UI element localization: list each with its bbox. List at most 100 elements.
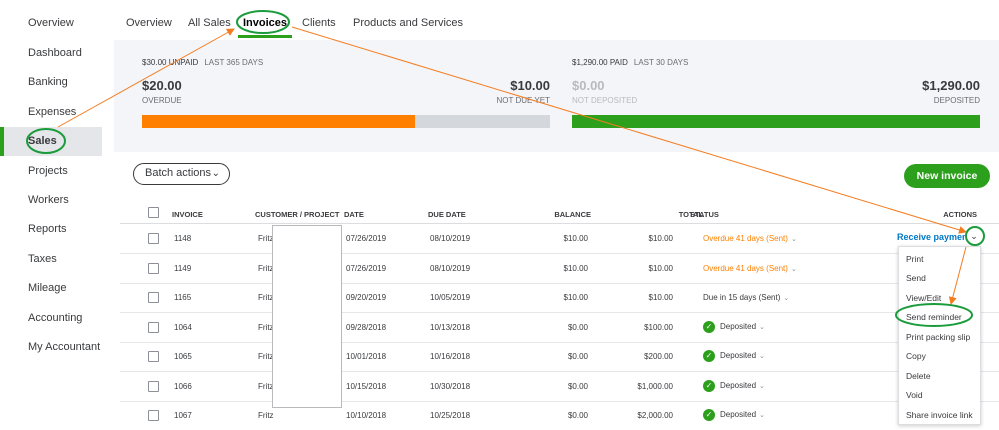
sidebar-item-accounting[interactable]: Accounting [28, 312, 83, 324]
row-checkbox[interactable] [148, 321, 159, 333]
invoice-number[interactable]: 1065 [174, 352, 192, 361]
not-due-value[interactable]: $10.00 [510, 78, 550, 93]
select-all-checkbox[interactable] [148, 207, 159, 218]
overdue-value[interactable]: $20.00 [142, 78, 182, 93]
sidebar-item-overview[interactable]: Overview [28, 17, 74, 29]
table-row[interactable]: 1064 Fritz 09/28/2018 10/13/2018 $0.00 $100.0… [120, 314, 999, 343]
table-row[interactable]: 1149 Fritz 07/26/2019 08/10/2019 $10.00 $10.0… [120, 255, 999, 284]
tab-clients[interactable]: Clients [302, 17, 336, 29]
not-due-bar[interactable] [415, 115, 550, 128]
status-cell[interactable]: ✓ Deposited ⌄ [703, 320, 765, 333]
menu-item-copy[interactable]: Copy [906, 351, 926, 361]
status-text: Deposited [720, 321, 757, 331]
overdue-bar[interactable] [142, 115, 415, 128]
unpaid-heading: $30.00 UNPAID LAST 365 DAYS [142, 58, 263, 67]
unpaid-period: LAST 365 DAYS [204, 58, 264, 67]
header-invoice[interactable]: INVOICE [172, 210, 203, 219]
batch-actions-button[interactable]: Batch actions ⌄ [133, 163, 230, 185]
row-checkbox[interactable] [148, 380, 159, 392]
total: $1,000.00 [637, 381, 673, 391]
menu-item-send[interactable]: Send [906, 273, 926, 283]
menu-item-send-reminder[interactable]: Send reminder [906, 312, 962, 322]
row-checkbox[interactable] [148, 410, 159, 421]
chevron-down-icon[interactable]: ⌄ [759, 323, 765, 331]
status-cell[interactable]: ✓ Deposited ⌄ [703, 350, 765, 362]
paid-heading: $1,290.00 PAID LAST 30 DAYS [572, 58, 688, 67]
balance: $0.00 [567, 352, 588, 361]
total: $10.00 [648, 293, 673, 302]
sidebar-item-mileage[interactable]: Mileage [28, 282, 67, 294]
chevron-down-icon[interactable]: ⌄ [759, 353, 765, 361]
menu-item-void[interactable]: Void [906, 390, 923, 400]
paid-amount: $1,290.00 PAID [572, 58, 628, 67]
row-checkbox[interactable] [148, 351, 159, 362]
new-invoice-button[interactable]: New invoice [904, 164, 990, 188]
sidebar-item-banking[interactable]: Banking [28, 76, 68, 88]
tab-products-and-services[interactable]: Products and Services [353, 17, 464, 29]
tab-invoices[interactable]: Invoices [238, 0, 292, 38]
row-checkbox[interactable] [148, 262, 159, 274]
status-cell[interactable]: ✓ Deposited ⌄ [703, 409, 765, 421]
receive-payment-link[interactable]: Receive paymen [897, 232, 968, 242]
not-deposited-value[interactable]: $0.00 [572, 78, 605, 93]
invoice-number[interactable]: 1149 [174, 263, 192, 273]
tab-overview[interactable]: Overview [126, 17, 172, 29]
status-cell[interactable]: Overdue 41 days (Sent) ⌄ [703, 264, 797, 273]
menu-item-share-invoice-link[interactable]: Share invoice link [906, 410, 973, 420]
sidebar-item-sales[interactable]: Sales [0, 127, 102, 156]
table-row[interactable]: 1066 Fritz 10/15/2018 10/30/2018 $0.00 $1,000… [120, 373, 999, 402]
invoice-number[interactable]: 1067 [174, 411, 192, 420]
table-row[interactable]: 1067 Fritz 10/10/2018 10/25/2018 $0.00 $2,000… [120, 402, 999, 430]
chevron-down-icon[interactable]: ⌄ [970, 231, 978, 241]
table-row[interactable]: 1165 Fritz 09/20/2019 10/05/2019 $10.00 $10.0… [120, 284, 999, 313]
sidebar-item-reports[interactable]: Reports [28, 223, 67, 235]
invoice-date: 09/20/2019 [346, 293, 387, 302]
invoice-number[interactable]: 1064 [174, 322, 192, 332]
deposited-bar[interactable] [572, 115, 980, 128]
invoice-number[interactable]: 1165 [174, 293, 192, 302]
due-date: 10/30/2018 [430, 381, 471, 391]
status-text: Deposited [720, 410, 757, 420]
balance: $0.00 [567, 381, 588, 391]
header-balance[interactable]: BALANCE [554, 210, 591, 219]
menu-item-print[interactable]: Print [906, 254, 924, 264]
sidebar-item-expenses[interactable]: Expenses [28, 106, 77, 118]
check-circle-icon: ✓ [703, 379, 715, 392]
menu-item-print-packing-slip[interactable]: Print packing slip [906, 332, 971, 342]
status-cell[interactable]: Overdue 41 days (Sent) ⌄ [703, 234, 797, 243]
menu-item-delete[interactable]: Delete [906, 371, 931, 381]
row-checkbox[interactable] [148, 292, 159, 303]
header-date[interactable]: DATE [344, 210, 364, 219]
tab-all-sales[interactable]: All Sales [188, 17, 231, 29]
sidebar-item-taxes[interactable]: Taxes [28, 253, 57, 265]
header-due-date[interactable]: DUE DATE [428, 210, 466, 219]
status-cell[interactable]: Due in 15 days (Sent) ⌄ [703, 293, 789, 302]
batch-actions-label: Batch actions [145, 167, 212, 179]
total: $100.00 [644, 322, 673, 332]
chevron-down-icon[interactable]: ⌄ [783, 295, 790, 302]
invoice-number[interactable]: 1148 [174, 234, 192, 243]
chevron-down-icon[interactable]: ⌄ [790, 236, 797, 243]
header-customer[interactable]: CUSTOMER / PROJECT [255, 210, 340, 219]
sidebar-item-dashboard[interactable]: Dashboard [28, 47, 82, 59]
chevron-down-icon[interactable]: ⌄ [790, 265, 797, 273]
chevron-down-icon: ⌄ [211, 168, 220, 179]
invoice-number[interactable]: 1066 [174, 381, 192, 391]
customer-name: Fritz [258, 234, 274, 243]
table-row[interactable]: 1148 Fritz 07/26/2019 08/10/2019 $10.00 $10.0… [120, 225, 999, 254]
status-text: Deposited [720, 380, 757, 390]
header-status[interactable]: STATUS [690, 210, 719, 219]
customer-name: Fritz [258, 263, 274, 273]
chevron-down-icon[interactable]: ⌄ [759, 382, 765, 390]
sidebar-item-workers[interactable]: Workers [28, 194, 69, 206]
menu-item-view-edit[interactable]: View/Edit [906, 293, 942, 303]
sidebar-item-my-accountant[interactable]: My Accountant [28, 341, 101, 353]
header-actions: ACTIONS [943, 210, 977, 219]
chevron-down-icon[interactable]: ⌄ [759, 412, 765, 420]
sidebar-item-projects[interactable]: Projects [28, 165, 68, 177]
row-checkbox[interactable] [148, 233, 159, 244]
deposited-value[interactable]: $1,290.00 [922, 78, 980, 93]
status-cell[interactable]: ✓ Deposited ⌄ [703, 379, 765, 392]
table-row[interactable]: 1065 Fritz 10/01/2018 10/16/2018 $0.00 $200.0… [120, 343, 999, 372]
